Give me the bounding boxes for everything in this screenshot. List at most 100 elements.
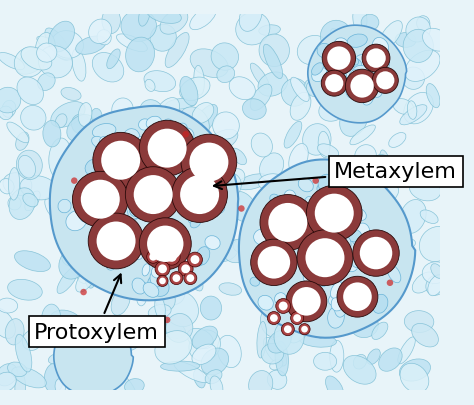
Ellipse shape	[128, 153, 149, 171]
Ellipse shape	[111, 199, 124, 211]
Ellipse shape	[406, 18, 430, 43]
Ellipse shape	[322, 239, 332, 255]
Ellipse shape	[137, 199, 159, 216]
Ellipse shape	[341, 299, 352, 311]
Ellipse shape	[150, 315, 186, 339]
Circle shape	[276, 299, 291, 313]
Ellipse shape	[187, 328, 213, 349]
Ellipse shape	[97, 31, 111, 46]
Ellipse shape	[289, 306, 297, 313]
Ellipse shape	[166, 314, 193, 343]
Circle shape	[292, 287, 321, 316]
Ellipse shape	[335, 235, 351, 252]
Ellipse shape	[340, 104, 368, 137]
Ellipse shape	[151, 232, 167, 246]
Ellipse shape	[112, 203, 128, 226]
Ellipse shape	[328, 241, 346, 257]
Ellipse shape	[0, 372, 16, 392]
Ellipse shape	[199, 141, 211, 152]
Ellipse shape	[150, 25, 176, 52]
Ellipse shape	[284, 190, 295, 201]
Ellipse shape	[185, 136, 203, 158]
Circle shape	[178, 262, 193, 277]
Ellipse shape	[307, 257, 342, 282]
Ellipse shape	[98, 341, 111, 363]
Ellipse shape	[365, 247, 379, 260]
Ellipse shape	[218, 335, 241, 368]
Ellipse shape	[18, 156, 36, 179]
Ellipse shape	[230, 149, 246, 165]
Ellipse shape	[142, 264, 150, 276]
Ellipse shape	[20, 176, 57, 200]
Ellipse shape	[123, 129, 140, 145]
Ellipse shape	[78, 191, 89, 200]
Ellipse shape	[191, 105, 218, 138]
Circle shape	[297, 230, 353, 286]
Circle shape	[81, 180, 120, 219]
Ellipse shape	[0, 298, 18, 313]
Ellipse shape	[123, 246, 138, 277]
Ellipse shape	[86, 342, 102, 376]
Ellipse shape	[188, 249, 201, 262]
Circle shape	[188, 252, 202, 267]
Circle shape	[186, 275, 194, 282]
Ellipse shape	[319, 77, 336, 94]
Ellipse shape	[137, 279, 147, 294]
Circle shape	[282, 323, 294, 336]
Ellipse shape	[144, 71, 176, 92]
Ellipse shape	[250, 277, 260, 286]
Ellipse shape	[361, 15, 379, 32]
Ellipse shape	[412, 272, 435, 293]
Ellipse shape	[317, 44, 331, 59]
Ellipse shape	[126, 38, 155, 72]
Ellipse shape	[420, 211, 438, 224]
Ellipse shape	[276, 235, 306, 269]
Ellipse shape	[389, 245, 401, 262]
Ellipse shape	[400, 200, 426, 234]
Ellipse shape	[291, 218, 302, 230]
Circle shape	[181, 135, 237, 190]
Ellipse shape	[347, 35, 367, 48]
Circle shape	[157, 276, 168, 287]
Ellipse shape	[151, 264, 167, 279]
Ellipse shape	[341, 61, 359, 74]
Ellipse shape	[310, 258, 319, 266]
Ellipse shape	[140, 199, 150, 210]
Ellipse shape	[353, 70, 365, 81]
Ellipse shape	[202, 141, 230, 166]
Ellipse shape	[379, 72, 392, 85]
Ellipse shape	[9, 188, 35, 220]
Ellipse shape	[352, 224, 370, 247]
Ellipse shape	[228, 192, 256, 222]
Ellipse shape	[137, 288, 147, 306]
Circle shape	[139, 121, 195, 177]
Ellipse shape	[257, 322, 267, 358]
Ellipse shape	[76, 266, 97, 292]
Ellipse shape	[23, 194, 38, 207]
Circle shape	[97, 222, 136, 261]
Ellipse shape	[303, 269, 318, 286]
Ellipse shape	[85, 160, 102, 176]
Ellipse shape	[346, 51, 368, 80]
Ellipse shape	[138, 119, 151, 131]
Circle shape	[146, 251, 160, 264]
Ellipse shape	[334, 294, 348, 318]
Ellipse shape	[36, 44, 57, 63]
Ellipse shape	[155, 331, 192, 364]
Ellipse shape	[286, 200, 306, 218]
Ellipse shape	[355, 73, 363, 81]
Ellipse shape	[153, 248, 166, 262]
Ellipse shape	[92, 124, 116, 139]
Circle shape	[155, 262, 170, 277]
Circle shape	[181, 265, 190, 274]
Ellipse shape	[91, 371, 112, 387]
Ellipse shape	[0, 53, 24, 70]
Circle shape	[325, 75, 343, 93]
Ellipse shape	[145, 171, 166, 194]
Ellipse shape	[43, 121, 61, 147]
Ellipse shape	[355, 145, 376, 167]
Ellipse shape	[180, 78, 210, 101]
Ellipse shape	[15, 335, 32, 372]
Ellipse shape	[254, 229, 273, 246]
Ellipse shape	[262, 255, 275, 268]
